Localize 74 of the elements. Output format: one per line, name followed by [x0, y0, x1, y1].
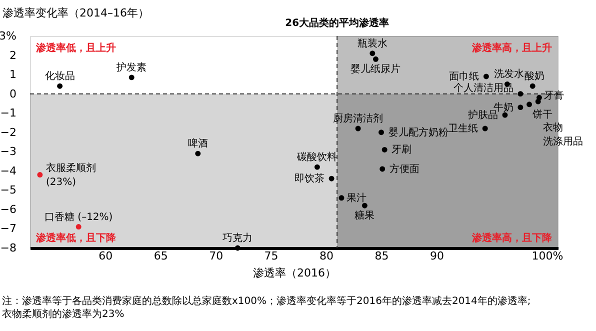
series-label: 卫生纸 [448, 122, 478, 135]
point [355, 126, 361, 132]
y-tick-label: 3% [0, 30, 16, 42]
point [373, 56, 378, 62]
text: 注：渗透率等于各品类消费家庭的总数除以总家庭数x100%；渗透率变化率等于2016年的渗透率减去2014年的渗透率; 衣物柔顺剂的渗透率为23% [2, 295, 531, 320]
y-tick-label: 0 [10, 87, 16, 100]
point [57, 83, 63, 89]
point [362, 202, 368, 208]
series-label: 口香糖 (–12%) [44, 210, 113, 223]
point [382, 146, 388, 152]
x-tick-label: 80 [320, 250, 334, 262]
x-tick-label: 60 [98, 250, 113, 262]
y-tick-label: 1 [10, 68, 16, 82]
point [502, 112, 508, 118]
y-tick-label: −7 [0, 222, 16, 236]
y-tick-label: −3 [0, 145, 16, 158]
series-label: 衣服柔顺剂 (23%) [46, 162, 96, 188]
point [378, 130, 384, 136]
point [482, 126, 488, 132]
series-label: 糖果 [354, 210, 375, 222]
point [380, 166, 386, 172]
annotation: 渗透率低，且下降 [35, 232, 117, 244]
point [37, 172, 43, 178]
point [370, 50, 376, 56]
y-tick-label: −8 [0, 242, 16, 254]
y-tick-label: −1 [0, 106, 16, 120]
point [518, 91, 524, 97]
x-tick-label: 85 [374, 250, 389, 262]
x-axis-title: 渗透率（2016） [253, 266, 336, 280]
y-tick-label: −4 [0, 164, 16, 178]
series-label: 护发素 [116, 61, 147, 74]
point [483, 74, 489, 80]
series-label: 瓶装水 [357, 37, 388, 50]
annotation: 渗透率高，且下降 [471, 232, 553, 244]
x-tick-label: 90 [430, 250, 444, 262]
y-tick-label: −5 [0, 184, 16, 197]
point [338, 195, 344, 201]
series-label: 果汁 [346, 192, 366, 204]
y-tick-label: −6 [0, 202, 16, 216]
point [328, 176, 334, 182]
point [234, 245, 240, 251]
x-tick-label: 65 [154, 250, 168, 262]
annotation: 渗透率低，且上升 [35, 42, 116, 54]
series-label: 婴儿配方奶粉 [388, 126, 448, 138]
series-label: 厨房清洁剂 [333, 112, 384, 125]
x-tick-label: 75 [264, 250, 278, 262]
x-tick-label: 100% [532, 250, 564, 262]
series-label: 巧克力 [222, 232, 253, 244]
series-label: 碳酸饮料 [296, 151, 338, 164]
y-axis-title: 渗透率变化率（2014–16年） [2, 6, 149, 20]
x-tick-label: 70 [209, 250, 224, 262]
series-label: 啤酒 [188, 138, 208, 150]
point [518, 104, 524, 110]
y-tick-label: 2 [10, 48, 16, 62]
point [314, 164, 320, 170]
series-label: 洗发水 [494, 68, 524, 80]
series-label: 酸奶 [524, 70, 545, 82]
annotation: 渗透率高，且上升 [471, 42, 552, 54]
y-tick-label: −2 [0, 126, 16, 139]
point [530, 83, 536, 89]
series-label: 化妆品 [44, 70, 75, 82]
point [526, 102, 532, 108]
series-label: 面巾纸 [449, 70, 480, 82]
ref-line-label: 26大品类的平均渗透率 [285, 17, 390, 29]
point [195, 150, 201, 156]
point [76, 224, 82, 230]
point [535, 98, 541, 104]
series-label: 方便面 [389, 162, 420, 175]
series-label: 即饮茶 [294, 172, 325, 185]
series-label: 婴儿纸尿片 [350, 63, 401, 76]
series-label: 牙刷 [392, 144, 412, 156]
point [128, 74, 134, 80]
series-label: 饼干 [531, 108, 552, 120]
series-label: 牙膏 [544, 90, 564, 102]
